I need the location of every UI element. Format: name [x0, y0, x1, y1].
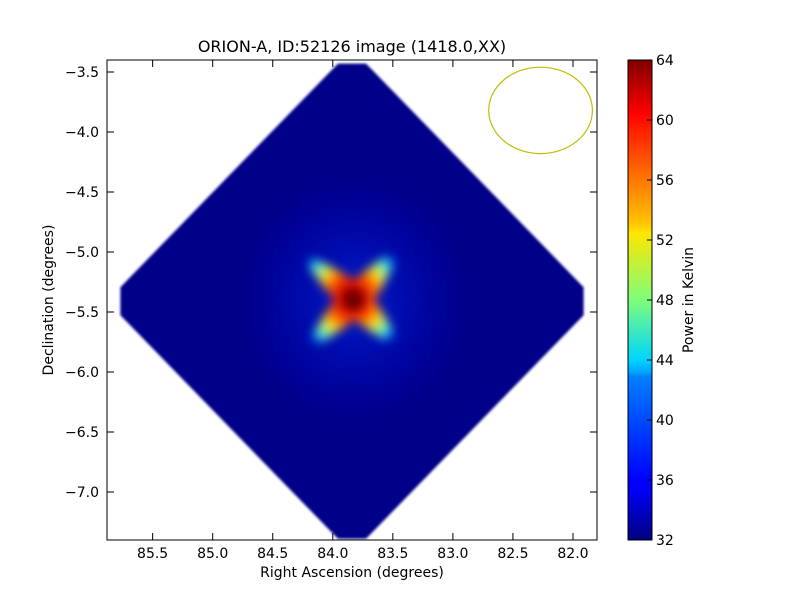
colorbar: 32 36 40 44 48 52 56 60 64 Power in Kelvin	[627, 53, 697, 549]
y-tick-label: −7.0	[65, 485, 99, 501]
x-axis-label: Right Ascension (degrees)	[260, 565, 444, 581]
colorbar-tick-label: 52	[656, 233, 674, 249]
colorbar-tick-label: 60	[656, 113, 674, 129]
y-tick-label: −6.5	[65, 425, 99, 441]
y-tick-label: −4.5	[65, 185, 99, 201]
y-tick-label: −6.0	[65, 365, 99, 381]
y-tick-label: −5.0	[65, 245, 99, 261]
emission-peak	[345, 291, 364, 309]
colorbar-tick-label: 48	[656, 293, 674, 309]
colorbar-label: Power in Kelvin	[681, 247, 697, 353]
colorbar-ticks: 32 36 40 44 48 52 56 60 64	[647, 53, 674, 549]
x-tick-label: 85.0	[197, 546, 228, 562]
y-axis-label: Declination (degrees)	[41, 225, 57, 376]
chart-title: ORION-A, ID:52126 image (1418.0,XX)	[198, 37, 506, 56]
colorbar-tick-label: 40	[656, 413, 674, 429]
x-axis-ticks: 85.5 85.0 84.5 84.0 83.5 83.0 82.5 82.0	[137, 60, 589, 562]
beam-circle	[488, 66, 593, 155]
colorbar-tick-label: 64	[656, 53, 674, 69]
x-tick-label: 84.0	[317, 546, 348, 562]
colorbar-tick-label: 56	[656, 173, 674, 189]
colorbar-tick-label: 32	[656, 533, 674, 549]
y-tick-label: −5.5	[65, 305, 99, 321]
x-tick-label: 83.5	[377, 546, 408, 562]
y-tick-label: −4.0	[65, 125, 99, 141]
x-tick-label: 82.0	[557, 546, 588, 562]
x-tick-label: 83.0	[437, 546, 468, 562]
colorbar-gradient	[627, 59, 653, 541]
x-tick-label: 85.5	[137, 546, 168, 562]
y-axis-ticks: −3.5 −4.0 −4.5 −5.0 −5.5 −6.0 −6.5 −7.0	[65, 65, 597, 501]
x-tick-label: 82.5	[497, 546, 528, 562]
colorbar-tick-label: 36	[656, 473, 674, 489]
colorbar-tick-label: 44	[656, 353, 674, 369]
y-tick-label: −3.5	[65, 65, 99, 81]
plot-frame	[106, 59, 598, 541]
x-tick-label: 84.5	[257, 546, 288, 562]
sky-image	[120, 63, 584, 539]
